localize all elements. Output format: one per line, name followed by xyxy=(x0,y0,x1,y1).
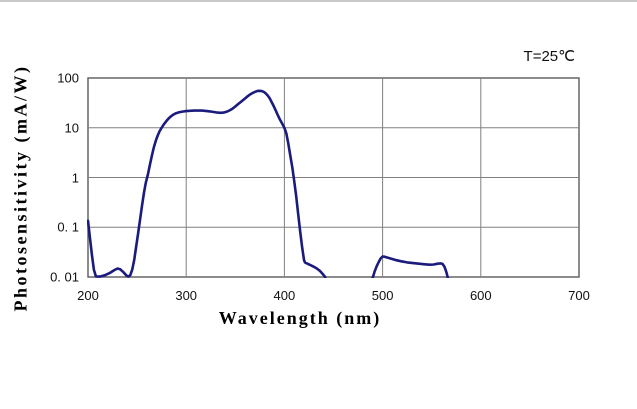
x-tick-label-200: 200 xyxy=(77,288,99,303)
curve-segment-1 xyxy=(87,89,327,278)
page-top-border xyxy=(0,0,637,2)
y-tick-label-100: 100 xyxy=(57,70,79,86)
response-curve xyxy=(87,89,450,278)
x-tick-label-300: 300 xyxy=(175,288,198,303)
x-tick-label-500: 500 xyxy=(371,288,394,303)
y-tick-label-0.1: 0. 1 xyxy=(57,219,79,235)
x-axis-title: Wavelength (nm) xyxy=(218,308,382,328)
y-tick-label-10: 10 xyxy=(64,120,79,136)
x-tick-label-600: 600 xyxy=(469,288,492,303)
curve-segment-2 xyxy=(371,255,450,278)
y-tick-label-1: 1 xyxy=(71,170,79,185)
x-tick-label-700: 700 xyxy=(568,288,590,303)
gridlines xyxy=(88,78,579,277)
x-tick-label-400: 400 xyxy=(273,288,296,303)
temperature-annotation: T=25℃ xyxy=(523,48,575,65)
y-tick-label-0.01: 0. 01 xyxy=(50,269,79,285)
